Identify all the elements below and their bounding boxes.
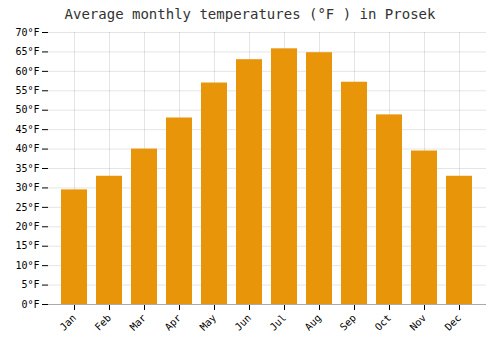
svg-text:Dec: Dec (443, 312, 464, 333)
svg-text:Feb: Feb (93, 312, 114, 333)
svg-text:Jul: Jul (268, 312, 289, 333)
svg-text:15°F: 15°F (15, 240, 39, 251)
svg-text:Mar: Mar (128, 312, 149, 333)
svg-text:Jun: Jun (233, 312, 254, 333)
svg-text:55°F: 55°F (15, 85, 39, 96)
svg-text:25°F: 25°F (15, 202, 39, 213)
svg-text:Aug: Aug (303, 312, 324, 333)
svg-text:Oct: Oct (373, 312, 394, 333)
svg-text:20°F: 20°F (15, 221, 39, 232)
html-text:Average monthly temperatures (: Average monthly temperatures (°F ) in Pr… (64, 6, 436, 22)
svg-text:10°F: 10°F (15, 260, 39, 271)
svg-text:50°F: 50°F (15, 104, 39, 115)
svg-text:Sep: Sep (338, 312, 359, 333)
svg-text:5°F: 5°F (21, 279, 39, 290)
svg-text:35°F: 35°F (15, 163, 39, 174)
svg-text:0°F: 0°F (21, 299, 39, 310)
svg-text:60°F: 60°F (15, 66, 39, 77)
svg-text:30°F: 30°F (15, 182, 39, 193)
svg-text:40°F: 40°F (15, 143, 39, 154)
svg-text:70°F: 70°F (15, 27, 39, 38)
svg-text:Apr: Apr (163, 312, 184, 333)
svg-text:Jan: Jan (58, 312, 79, 333)
svg-text:Nov: Nov (408, 312, 429, 333)
svg-text:45°F: 45°F (15, 124, 39, 135)
svg-text:65°F: 65°F (15, 46, 39, 57)
svg-text:May: May (198, 312, 219, 333)
